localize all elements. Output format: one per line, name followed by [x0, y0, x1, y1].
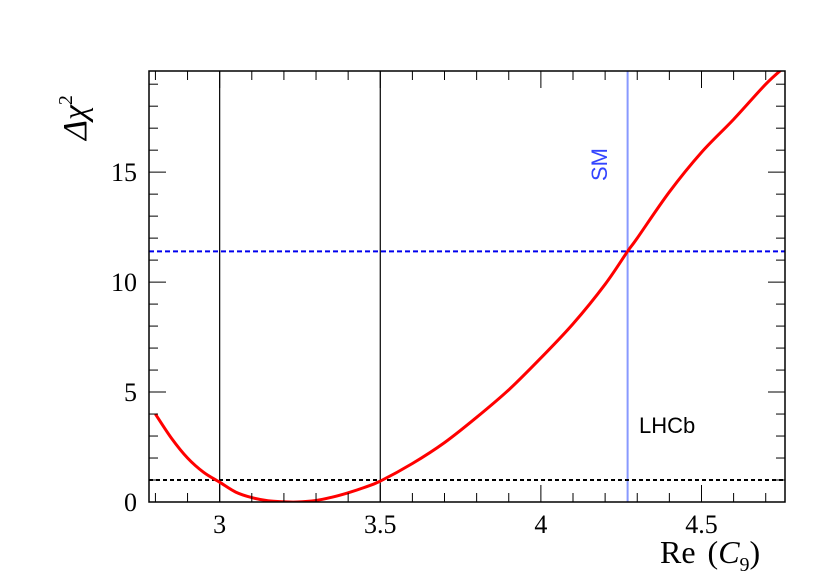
sm-label: SM — [587, 148, 612, 181]
y-axis-title-superscript: 2 — [55, 95, 77, 105]
y-tick-label: 10 — [111, 268, 137, 297]
x-tick-label: 3.5 — [364, 510, 397, 539]
svg-text:Δχ2: Δχ2 — [55, 95, 94, 142]
y-axis-title-main: Δχ — [57, 104, 94, 142]
x-tick-label: 4.5 — [685, 510, 718, 539]
chart-marks — [149, 71, 785, 502]
svg-text:Re (C9): Re (C9) — [660, 534, 760, 576]
y-tick-label: 15 — [111, 158, 137, 187]
y-tick-label: 5 — [124, 378, 137, 407]
x-axis-title-symbol: C — [718, 534, 740, 570]
x-axis-title-subscript: 9 — [740, 554, 750, 576]
tick-labels: 3 3.5 4 4.5 0 5 10 15 — [111, 158, 718, 539]
y-axis-title: Δχ2 — [55, 95, 94, 142]
x-tick-label: 3 — [213, 510, 226, 539]
lhcb-label: LHCb — [639, 413, 695, 438]
y-tick-label: 0 — [124, 488, 137, 517]
x-axis-title: Re (C9) — [660, 534, 760, 576]
x-tick-label: 4 — [534, 510, 547, 539]
x-axis-title-main: Re — [660, 534, 696, 570]
plot-frame — [148, 70, 786, 503]
series-line-0 — [154, 71, 783, 502]
